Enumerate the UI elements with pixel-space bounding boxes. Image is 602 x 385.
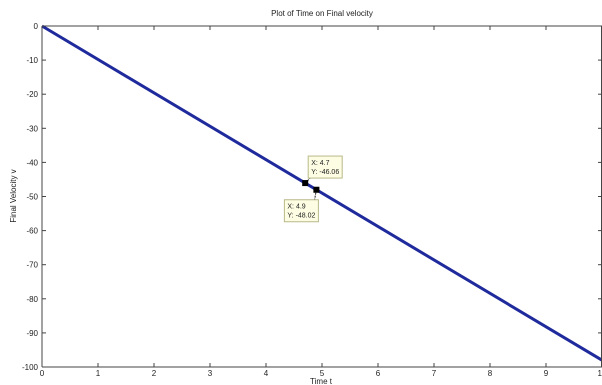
y-tick-label: -70 xyxy=(26,261,38,270)
y-tick-label: -30 xyxy=(26,124,38,133)
ticks-layer: 0 1 2 3 4 5 6 7 8 9 10 0 -10 -20 -30 -40 -50 -60 -70 -80 -90… xyxy=(22,22,602,378)
y-axis-label: Final Velocity v xyxy=(9,169,18,222)
x-tick-label: 3 xyxy=(208,369,213,378)
datatip-x-label: X: 4.9 xyxy=(287,204,305,211)
datatip-y-label: Y: -46.06 xyxy=(311,169,339,176)
series-layer xyxy=(41,24,602,362)
y-tick-label: -40 xyxy=(26,158,38,167)
x-tick-label: 10 xyxy=(598,369,602,378)
x-tick-label: 8 xyxy=(488,369,493,378)
datatip-layer[interactable]: X: 4.7 Y: -46.06 X: 4.9 Y: -48.02 xyxy=(283,155,343,223)
datatip-marker[interactable] xyxy=(302,180,309,187)
datatip-box[interactable] xyxy=(307,155,343,179)
datatip-x-label: X: 4.7 xyxy=(311,160,329,167)
x-tick-label: 9 xyxy=(544,369,549,378)
y-tick-label: -90 xyxy=(26,329,38,338)
y-tick-label: -100 xyxy=(22,363,39,372)
x-tick-label: 6 xyxy=(376,369,381,378)
x-tick-label: 0 xyxy=(40,369,45,378)
datatip-box[interactable] xyxy=(283,199,319,223)
y-tick-label: -50 xyxy=(26,193,38,202)
x-tick-label: 2 xyxy=(152,369,157,378)
series-line xyxy=(41,24,602,362)
x-tick-label: 1 xyxy=(96,369,101,378)
x-tick-label: 5 xyxy=(320,369,325,378)
y-tick-label: -20 xyxy=(26,90,38,99)
x-tick-label: 7 xyxy=(432,369,437,378)
datatip-y-label: Y: -48.02 xyxy=(287,213,315,220)
y-tick-label: -60 xyxy=(26,227,38,236)
datatip-marker[interactable] xyxy=(313,186,320,193)
chart-title: Plot of Time on Final velocity xyxy=(271,9,373,18)
y-tick-label: -10 xyxy=(26,56,38,65)
x-axis-label: Time t xyxy=(310,377,333,385)
y-tick-label: 0 xyxy=(34,22,39,31)
x-tick-label: 4 xyxy=(264,369,269,378)
y-tick-label: -80 xyxy=(26,295,38,304)
